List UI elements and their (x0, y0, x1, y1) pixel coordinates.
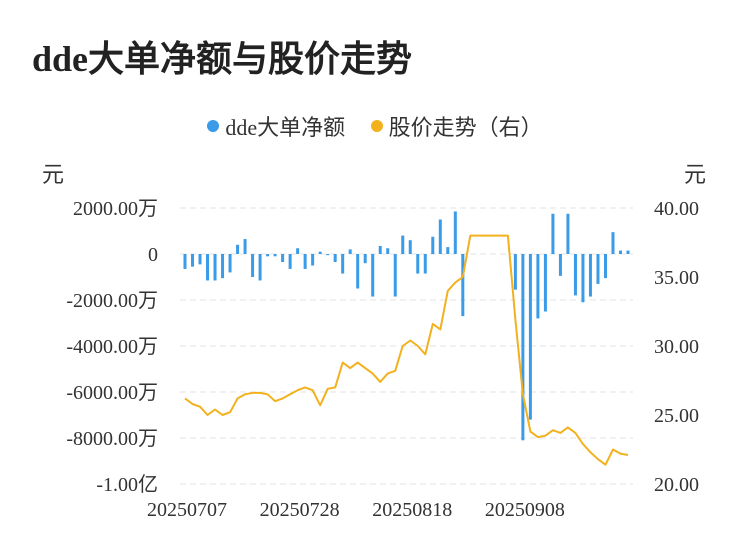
chart-title: dde大单净额与股价走势 (32, 39, 413, 79)
left-axis-tick-label: 2000.00万 (73, 198, 158, 220)
right-axis-tick-label: 35.00 (654, 267, 699, 289)
dde-bar[interactable] (618, 250, 622, 254)
right-axis-unit: 元 (684, 162, 707, 187)
right-axis-tick-label: 25.00 (654, 405, 699, 427)
dde-bar[interactable] (236, 244, 240, 254)
x-axis-tick-label: 20250818 (372, 499, 452, 521)
dde-bar[interactable] (198, 254, 202, 265)
dde-bar[interactable] (573, 254, 577, 296)
left-axis-tick-label: -1.00亿 (96, 473, 158, 496)
dde-bar[interactable] (416, 254, 420, 274)
dde-bar[interactable] (251, 254, 255, 277)
dde-bar[interactable] (386, 248, 390, 254)
left-axis-unit: 元 (42, 162, 65, 187)
dde-bar[interactable] (183, 254, 187, 269)
dde-bar[interactable] (311, 254, 315, 266)
dde-bar[interactable] (551, 213, 555, 254)
dde-bar[interactable] (521, 254, 525, 441)
legend: dde大单净额 股价走势（右） (0, 110, 750, 142)
dde-bar[interactable] (326, 254, 330, 256)
dde-bar[interactable] (603, 254, 607, 279)
legend-item-price[interactable]: 股价走势（右） (370, 110, 543, 142)
dde-bar[interactable] (273, 254, 277, 257)
axis-ticks: 2000.00万 0 -2000.00万 -4000.00万 -6000.00万 -800… (66, 198, 699, 521)
dde-bar[interactable] (408, 240, 412, 254)
dde-bar[interactable] (348, 249, 352, 254)
dde-bar[interactable] (296, 248, 300, 254)
right-axis-tick-label: 30.00 (654, 336, 699, 358)
price-line[interactable] (184, 234, 629, 466)
legend-dot-dde (207, 120, 220, 132)
dde-bar[interactable] (393, 254, 397, 297)
legend-item-dde[interactable]: dde大单净额 (207, 110, 345, 142)
dde-bar[interactable] (581, 254, 585, 303)
dde-bar[interactable] (371, 254, 375, 297)
dde-bar[interactable] (446, 247, 450, 254)
left-axis-tick-label: -8000.00万 (66, 428, 158, 450)
dde-bar[interactable] (536, 254, 540, 319)
dde-bar[interactable] (588, 254, 592, 297)
dde-bar[interactable] (341, 254, 345, 274)
dde-bar[interactable] (611, 232, 615, 254)
dde-bar[interactable] (543, 254, 547, 312)
dde-bar[interactable] (626, 250, 630, 254)
dde-bar[interactable] (221, 254, 225, 279)
bar-series (183, 211, 630, 441)
dde-bar[interactable] (558, 254, 562, 276)
dde-bar[interactable] (333, 254, 337, 263)
dde-bar[interactable] (213, 254, 217, 281)
dde-bar[interactable] (191, 254, 195, 267)
dde-bar[interactable] (401, 235, 405, 254)
dde-bar[interactable] (378, 245, 382, 254)
dde-bar[interactable] (318, 251, 322, 254)
dde-bar[interactable] (356, 254, 360, 289)
right-axis-tick-label: 20.00 (654, 474, 699, 496)
dde-bar[interactable] (266, 254, 270, 257)
dde-bar[interactable] (206, 254, 210, 281)
dde-bar[interactable] (566, 213, 570, 254)
dde-bar[interactable] (453, 211, 457, 254)
dde-bar[interactable] (461, 254, 465, 317)
left-axis-tick-label: -2000.00万 (66, 290, 158, 312)
grid-lines (180, 207, 633, 485)
dde-bar[interactable] (228, 254, 232, 273)
dde-bar[interactable] (258, 254, 262, 281)
dde-bar[interactable] (438, 219, 442, 255)
dde-bar[interactable] (596, 254, 600, 284)
dde-bar[interactable] (423, 254, 427, 274)
x-axis-tick-label: 20250908 (485, 499, 565, 521)
dde-bar[interactable] (288, 254, 292, 269)
right-axis-tick-label: 40.00 (654, 198, 699, 220)
x-axis-tick-label: 20250728 (260, 499, 340, 521)
line-series (184, 234, 629, 466)
dde-bar[interactable] (528, 254, 532, 420)
legend-label-price: 股价走势（右） (388, 115, 543, 140)
dde-bar[interactable] (303, 254, 307, 269)
x-axis-tick-label: 20250707 (147, 499, 227, 521)
legend-dot-price (370, 120, 383, 132)
dde-bar[interactable] (513, 254, 517, 290)
dde-bar[interactable] (363, 254, 367, 264)
left-axis-tick-label: -6000.00万 (66, 382, 158, 404)
dde-bar[interactable] (431, 236, 435, 254)
dde-bar[interactable] (243, 239, 247, 254)
left-axis-tick-label: -4000.00万 (66, 336, 158, 358)
legend-label-dde: dde大单净额 (225, 115, 346, 140)
left-axis-tick-label: 0 (148, 244, 158, 266)
dde-bar[interactable] (281, 254, 285, 263)
